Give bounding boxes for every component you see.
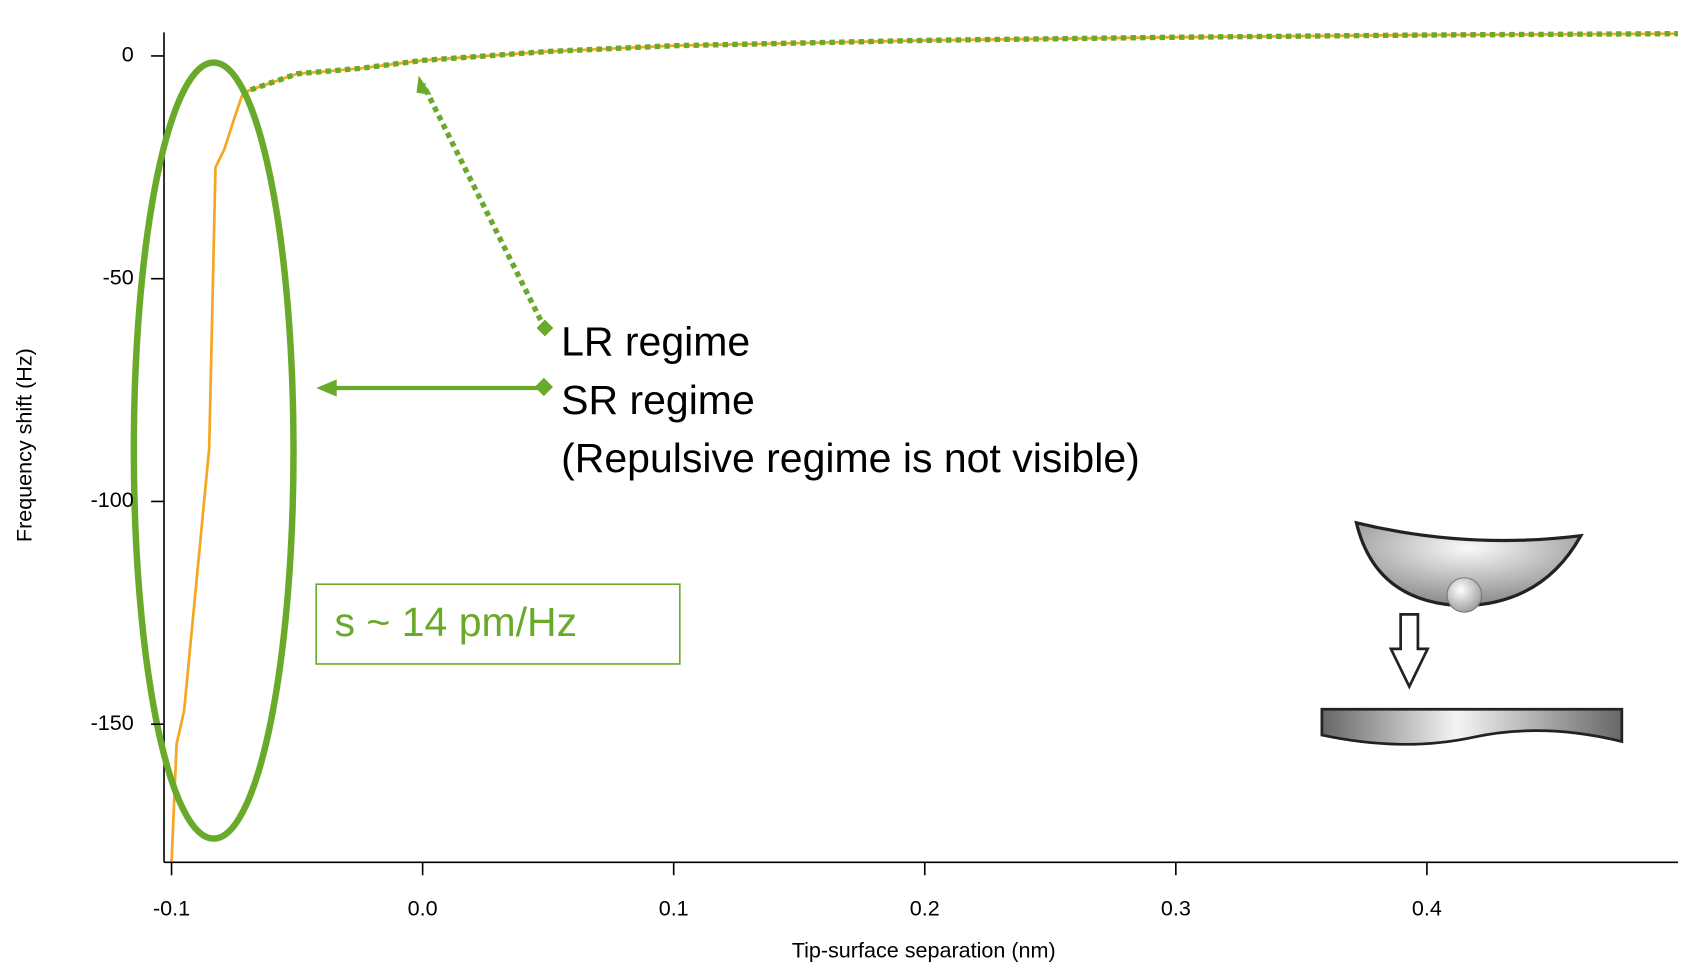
y-tick-label: -150 [91,710,134,735]
y-tick-label: 0 [122,42,134,67]
x-tick-label: -0.1 [153,895,190,920]
tip [1354,520,1584,608]
x-tick-label: 0.3 [1161,895,1191,920]
x-tick-label: 0.2 [910,895,940,920]
tip-apex [1446,577,1483,613]
annotation: SR regime [561,377,755,423]
x-axis-label: Tip-surface separation (nm) [792,937,1056,962]
lr-arrow [420,82,548,330]
y-tick-label: -100 [91,487,134,512]
data-line [240,30,1678,97]
plot-area [170,30,1678,863]
annotation: s ~ 14 pm/Hz [335,599,578,645]
x-tick-label: 0.4 [1412,895,1442,920]
y-tick-label: -50 [103,264,134,289]
x-tick-label: 0.0 [408,895,438,920]
annotation: LR regime [561,319,750,365]
surface [1320,707,1624,746]
arrow-tail [536,319,554,337]
tip-illustration [1320,520,1624,746]
arrow-tail [534,377,554,397]
annotation-box [315,583,681,665]
arrow-head [416,75,432,95]
sr-ellipse [130,59,297,842]
y-axis-label: Frequency shift (Hz) [12,348,37,542]
approach-arrow [1388,613,1430,690]
x-tick-label: 0.1 [659,895,689,920]
arrow-head [316,379,337,397]
annotation: (Repulsive regime is not visible) [561,435,1140,481]
